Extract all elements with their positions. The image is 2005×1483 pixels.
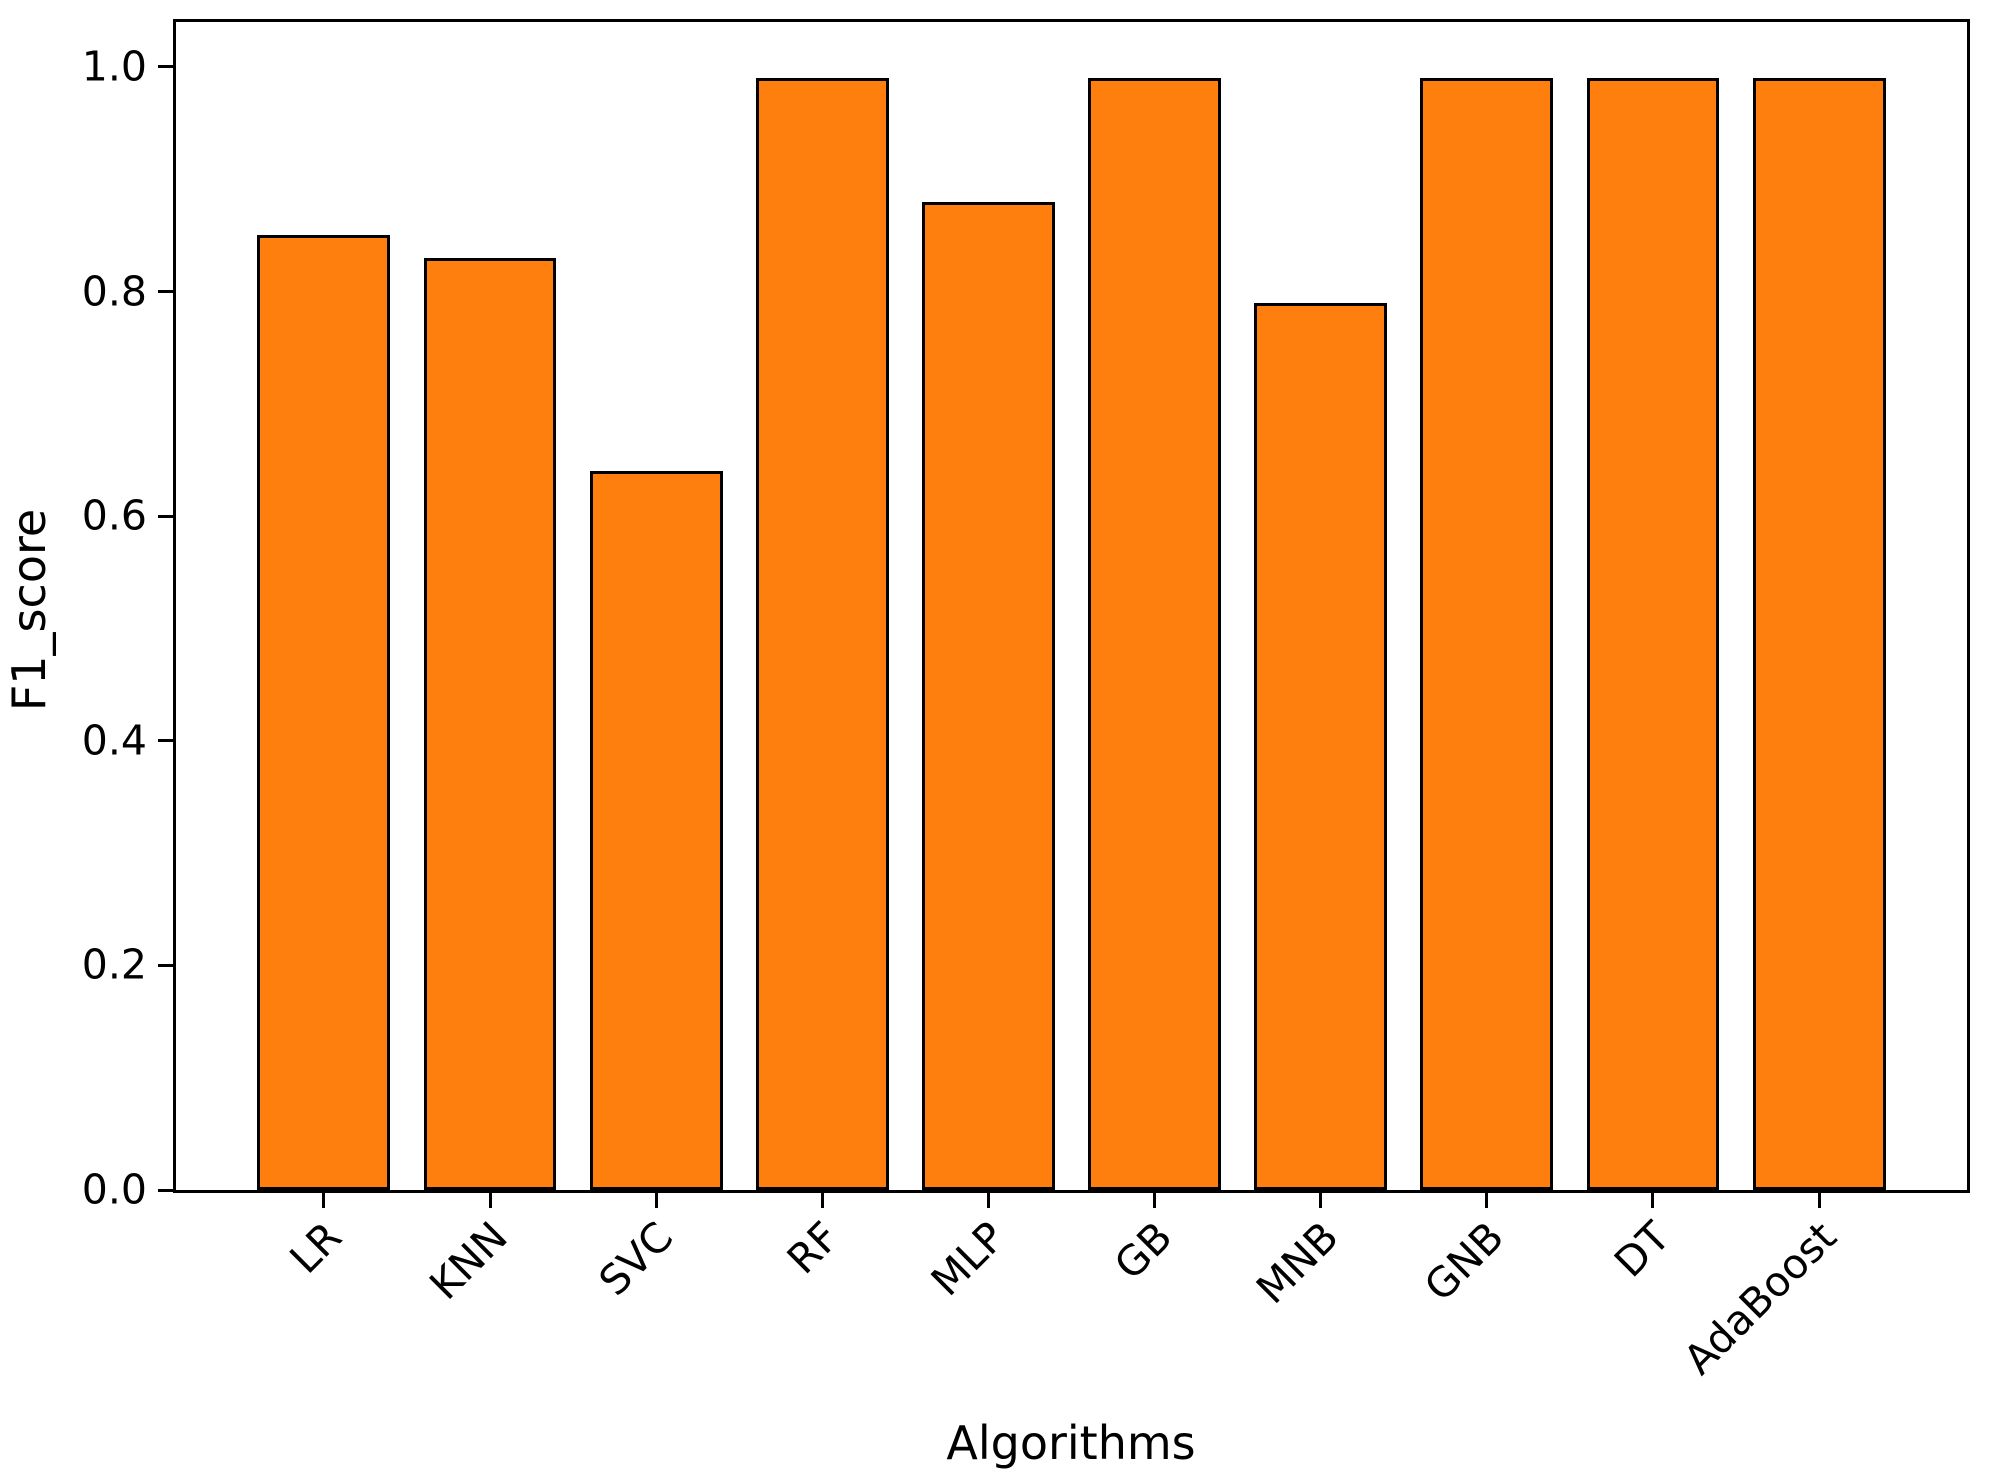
bar-RF <box>755 78 889 1190</box>
y-tick-mark <box>158 1188 173 1192</box>
x-tick-mark <box>1817 1193 1821 1208</box>
y-tick-label-1.0: 1.0 <box>81 42 147 91</box>
bar-SVC <box>589 471 723 1190</box>
x-tick-label-MNB: MNB <box>1246 1212 1348 1314</box>
bar-DT <box>1586 78 1720 1190</box>
x-tick-mark <box>488 1193 492 1208</box>
y-tick-mark <box>158 290 173 294</box>
y-tick-label-0.8: 0.8 <box>81 267 147 316</box>
bar-MNB <box>1254 302 1388 1190</box>
x-tick-mark <box>1651 1193 1655 1208</box>
x-tick-label-LR: LR <box>280 1212 351 1283</box>
x-axis-label: Algorithms <box>946 1416 1196 1470</box>
y-tick-mark <box>158 963 173 967</box>
x-tick-label-DT: DT <box>1605 1212 1680 1287</box>
bar-GNB <box>1420 78 1554 1190</box>
bar-KNN <box>423 257 557 1190</box>
y-tick-label-0.2: 0.2 <box>81 940 147 989</box>
y-axis-label: F1_score <box>2 508 56 712</box>
bar-MLP <box>921 201 1055 1190</box>
bar-GB <box>1088 78 1222 1190</box>
bar-AdaBoost <box>1752 78 1886 1190</box>
y-tick-mark <box>158 514 173 518</box>
y-tick-label-0.6: 0.6 <box>81 491 147 540</box>
x-tick-label-KNN: KNN <box>420 1212 517 1309</box>
y-tick-mark <box>158 739 173 743</box>
y-tick-mark <box>158 65 173 69</box>
x-tick-mark <box>820 1193 824 1208</box>
x-tick-label-RF: RF <box>778 1212 849 1284</box>
y-tick-label-0.4: 0.4 <box>81 716 147 765</box>
x-tick-label-SVC: SVC <box>590 1212 683 1306</box>
x-tick-mark <box>322 1193 326 1208</box>
x-tick-label-MLP: MLP <box>922 1212 1015 1306</box>
x-tick-label-GB: GB <box>1104 1212 1182 1289</box>
x-tick-label-AdaBoost: AdaBoost <box>1674 1212 1846 1384</box>
x-tick-mark <box>1319 1193 1323 1208</box>
x-tick-mark <box>986 1193 990 1208</box>
bar-LR <box>257 235 391 1190</box>
x-tick-mark <box>1485 1193 1489 1208</box>
y-tick-label-0.0: 0.0 <box>81 1165 147 1214</box>
plot-area <box>173 19 1970 1193</box>
x-tick-mark <box>1153 1193 1157 1208</box>
x-tick-label-GNB: GNB <box>1415 1212 1514 1311</box>
x-tick-mark <box>654 1193 658 1208</box>
